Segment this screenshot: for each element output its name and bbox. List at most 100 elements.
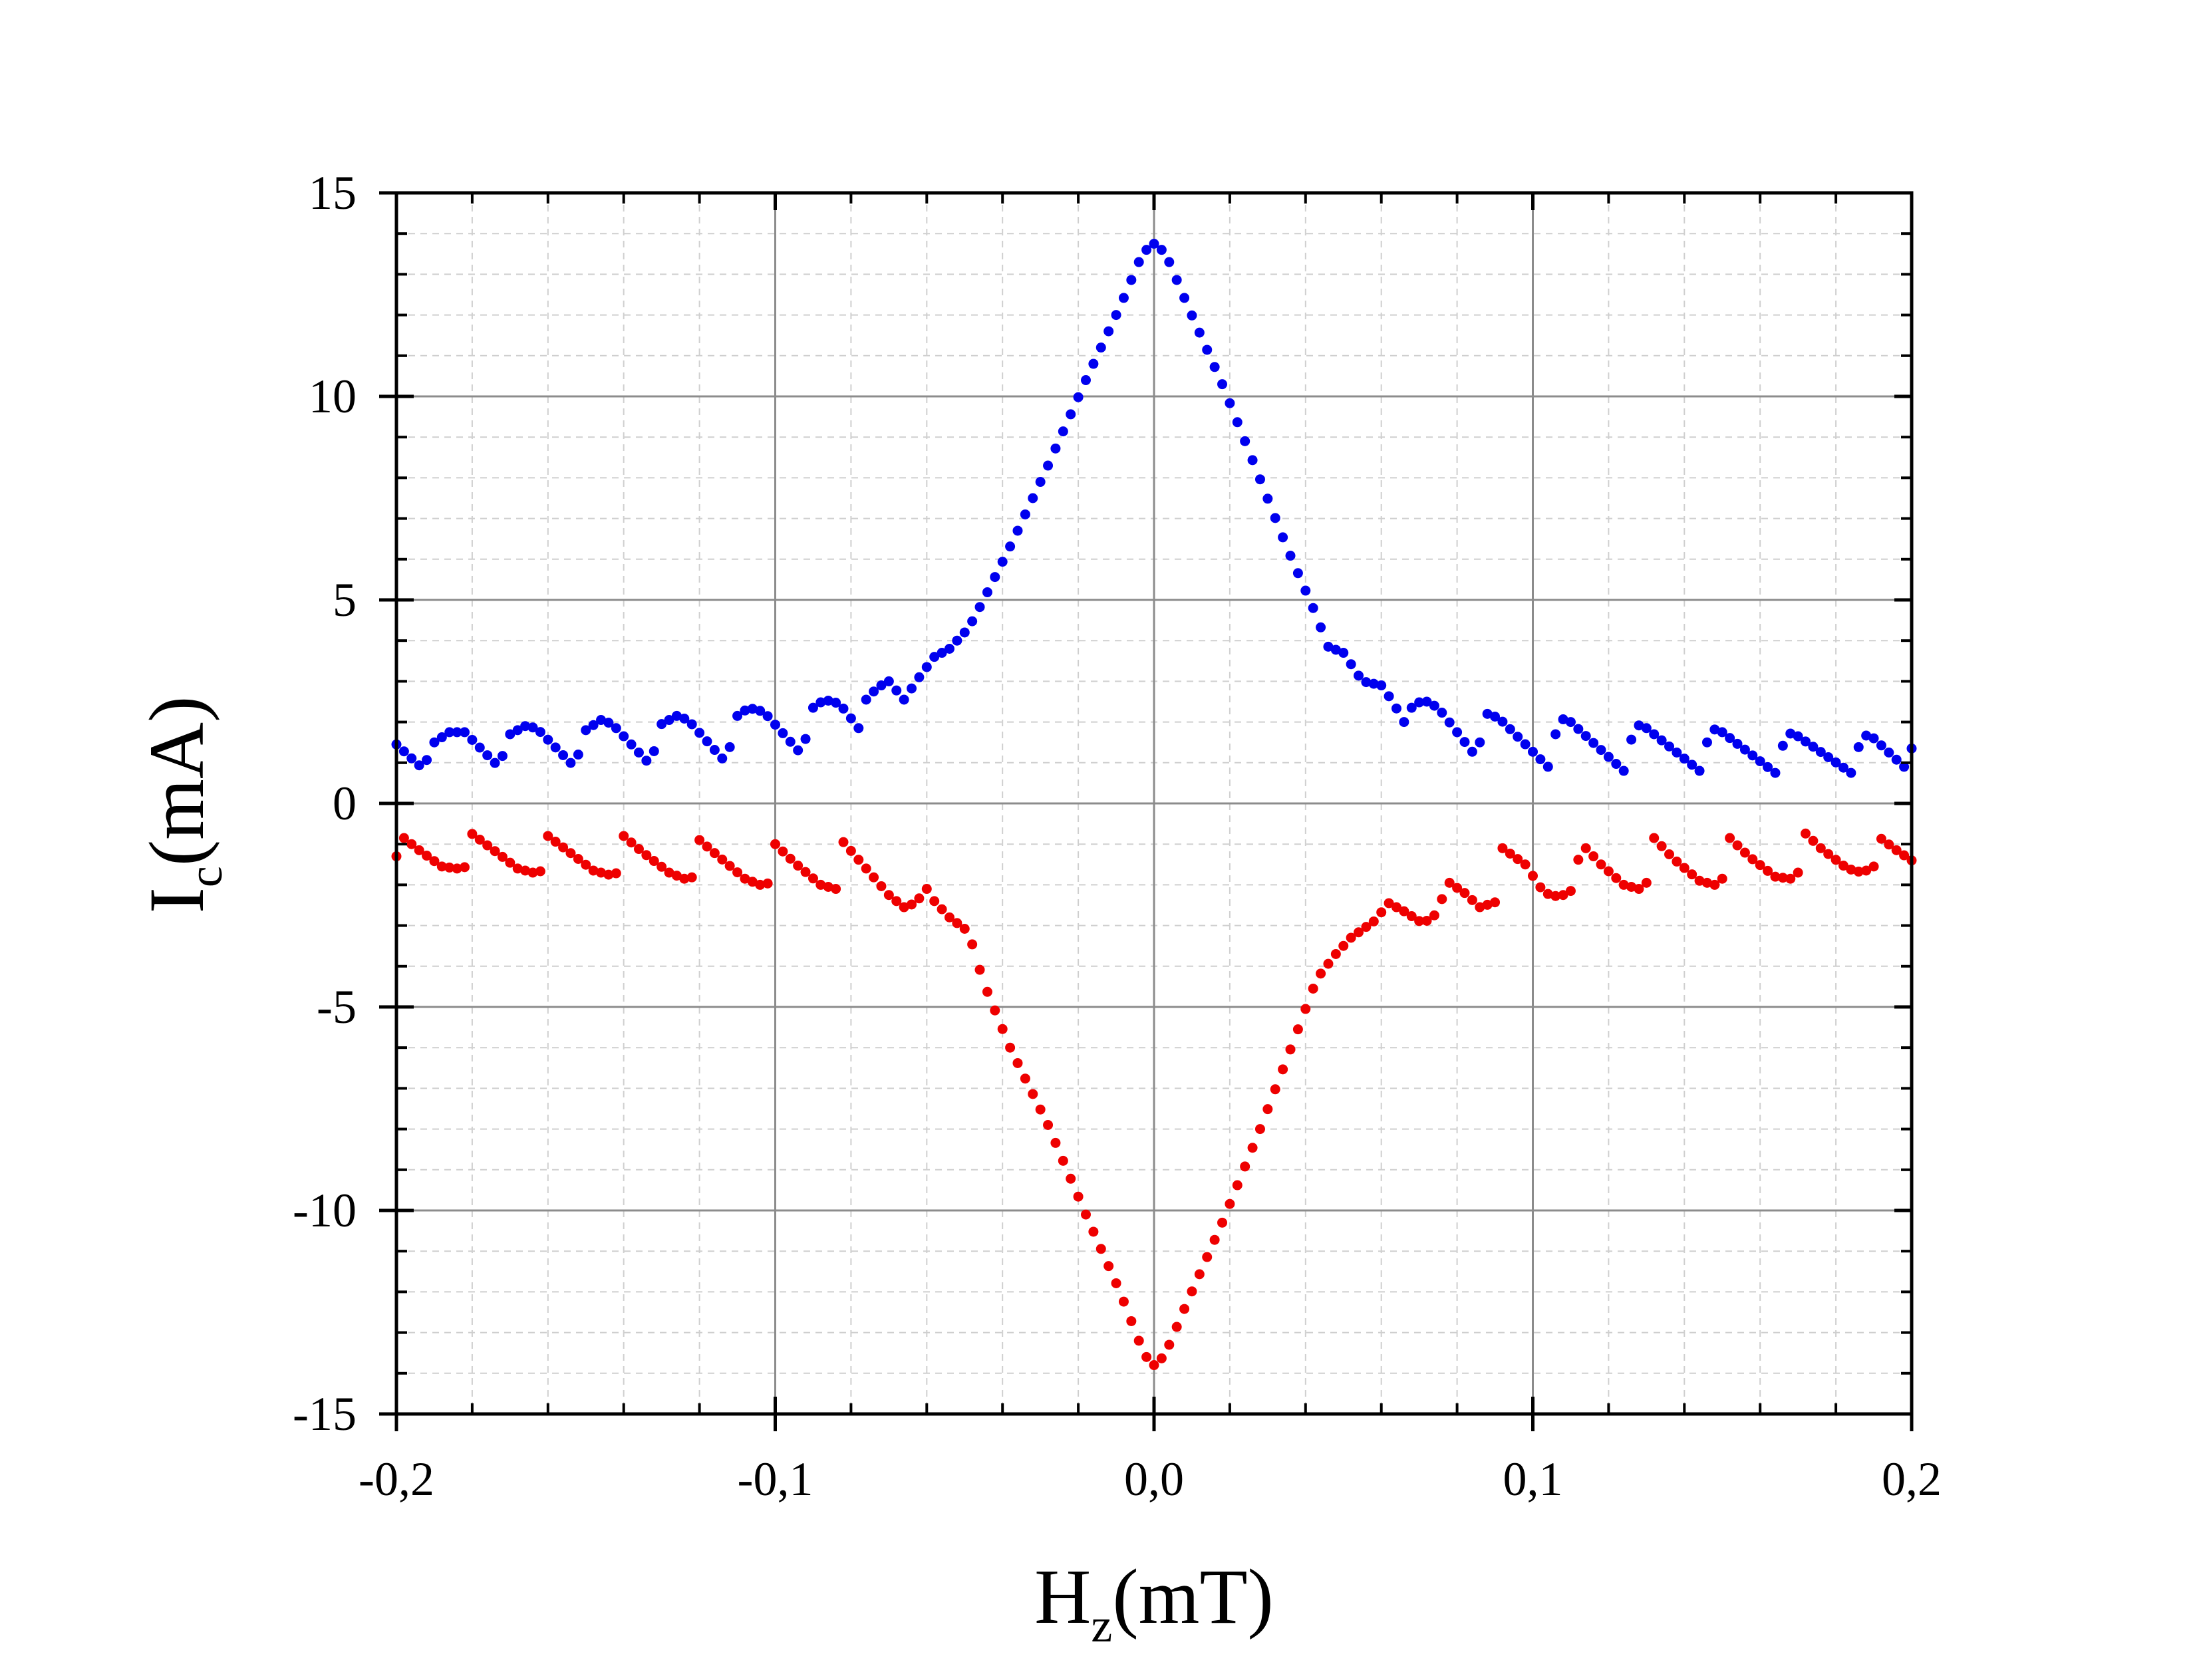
data-point [1414,916,1425,926]
data-point [1300,585,1311,596]
data-point [869,872,879,883]
data-point [1376,680,1387,691]
data-point [1126,1316,1137,1326]
data-point [1709,724,1720,735]
data-point [1058,1155,1068,1166]
data-point [861,694,871,705]
data-point [1891,754,1902,765]
data-point [474,834,485,845]
data-point [679,873,690,884]
data-point [565,758,576,768]
data-point [967,616,978,627]
data-point [1005,541,1016,552]
data-point [1520,739,1531,750]
data-point [717,854,728,865]
data-point [1542,762,1553,772]
data-point [1149,1360,1159,1371]
data-point [422,755,432,766]
data-point [1838,861,1848,871]
data-point [398,833,409,843]
y-axis-title-main: I [133,887,220,913]
data-point [1459,888,1470,899]
data-point [429,856,440,867]
data-point [1292,568,1303,579]
data-point [823,881,833,892]
data-point [952,918,962,928]
data-point [1232,1180,1243,1190]
data-point [907,683,917,694]
data-point [929,896,940,907]
data-point [1846,864,1856,875]
data-point [793,861,804,871]
data-point [1080,1209,1091,1220]
data-point [1725,833,1735,843]
data-point [1111,1278,1121,1288]
data-point [1035,477,1046,488]
y-axis-title: Ic(mA) [133,696,232,914]
data-point [1270,513,1280,523]
data-point [1588,851,1599,862]
data-point [482,840,493,851]
data-point [1770,871,1781,882]
data-point [686,719,697,730]
data-point [550,742,561,753]
y-tick-label: 15 [309,166,357,219]
y-tick-label: 0 [333,777,357,830]
data-point [1823,752,1834,762]
data-point [1300,1004,1311,1014]
data-point [1497,843,1508,853]
data-point [1588,738,1599,748]
data-point [1421,696,1432,707]
data-point [505,729,515,740]
data-point [1133,1335,1144,1346]
data-point [990,1005,1000,1016]
data-point [520,721,531,732]
data-point [1656,735,1667,746]
data-point [845,845,856,856]
data-point [694,835,705,845]
data-point [1384,898,1394,909]
data-point [1528,871,1538,881]
data-point [937,904,947,914]
data-point [1459,737,1470,748]
data-point [914,672,925,682]
data-point [1701,877,1712,888]
data-point [1111,310,1121,321]
data-point [1884,748,1894,758]
data-point [1209,1234,1220,1245]
y-tick-labels: 15 10 5 0 -5 -10 -15 [293,166,357,1441]
data-point [505,857,515,868]
data-point [467,829,478,839]
data-point [1505,848,1515,859]
data-point [800,867,811,877]
data-point [1073,1191,1084,1202]
data-point [1785,873,1796,884]
data-point [1330,948,1341,959]
data-point [997,557,1008,567]
data-point [1853,742,1864,752]
data-point [974,964,985,975]
data-point [1368,916,1379,926]
data-point [1012,1057,1023,1068]
data-point [982,986,992,997]
data-point [1406,702,1417,713]
data-point [944,643,954,654]
data-point [1187,310,1197,321]
data-point [1043,1119,1054,1130]
data-point [1285,551,1296,561]
data-point [1217,379,1228,390]
data-point [1164,1339,1175,1350]
data-point [1580,843,1591,853]
data-point [807,873,818,884]
data-point [1899,762,1910,772]
data-point [1156,1353,1167,1363]
data-point [573,853,583,864]
data-point [1020,1073,1030,1084]
data-point [1066,1173,1076,1184]
y-tick-label: -10 [293,1184,357,1237]
data-point [770,839,780,849]
data-point [1066,409,1076,420]
data-point [1475,902,1485,912]
data-point [1323,641,1334,652]
data-point [596,867,607,878]
